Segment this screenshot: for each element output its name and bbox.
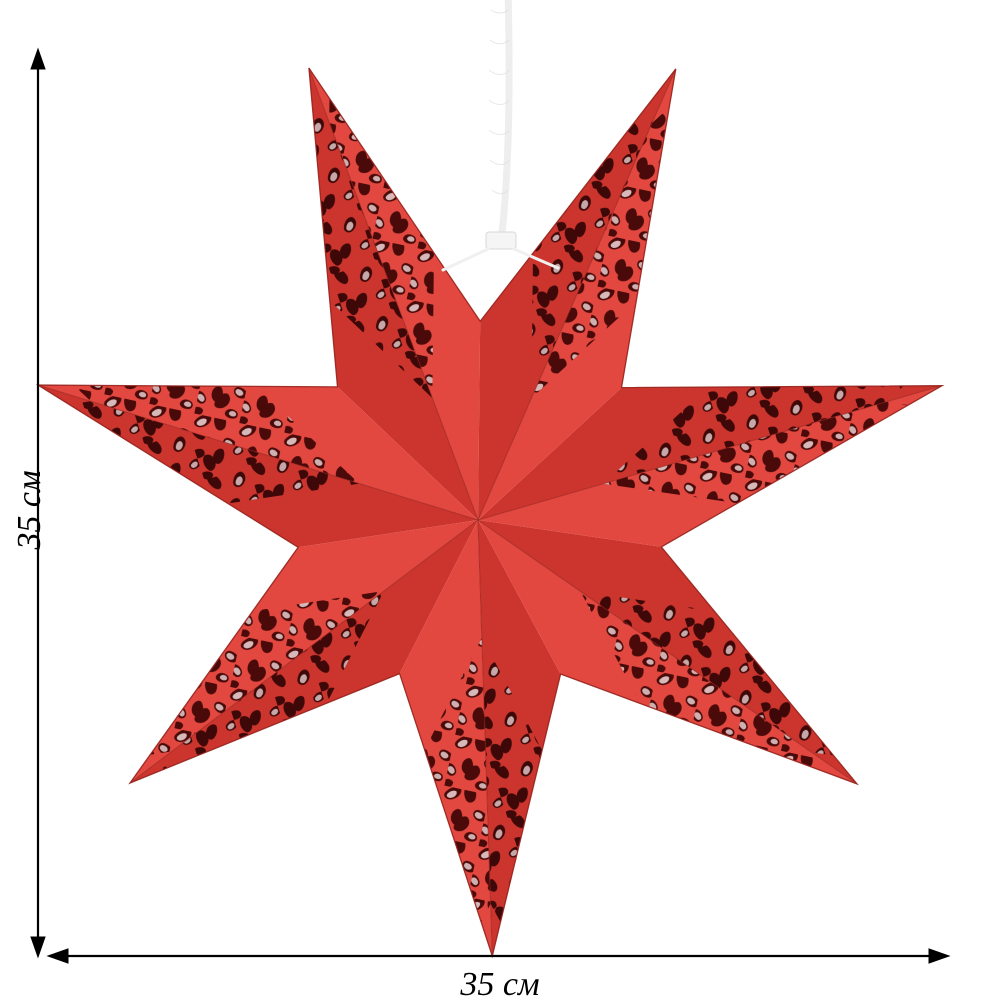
svg-text:35 см: 35 см [459, 966, 539, 1000]
svg-text:35 см: 35 см [11, 470, 48, 550]
